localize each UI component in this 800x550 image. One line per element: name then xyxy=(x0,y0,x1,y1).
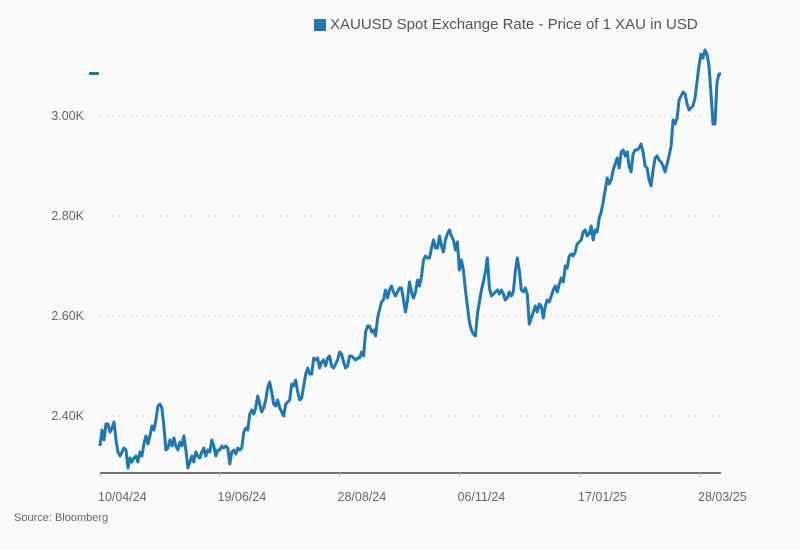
legend-label: XAUUSD Spot Exchange Rate - Price of 1 X… xyxy=(330,16,698,33)
y-tick-label: 2.80K xyxy=(51,209,84,223)
series-layer xyxy=(98,48,721,470)
x-tick-label: 10/04/24 xyxy=(98,490,147,504)
legend-marker-dash xyxy=(89,72,99,75)
x-axis-labels: 10/04/24 19/06/24 28/08/24 06/11/24 17/01/25… xyxy=(98,490,747,504)
x-tick-label: 06/11/24 xyxy=(458,490,506,504)
y-tick-label: 2.40K xyxy=(51,409,84,423)
legend-swatch xyxy=(314,18,326,31)
source-note: Source: Bloomberg xyxy=(14,512,109,524)
x-tick-label: 17/01/25 xyxy=(578,490,627,504)
y-tick-label: 3.00K xyxy=(51,109,84,123)
x-tick-label: 28/08/24 xyxy=(338,490,387,504)
gridlines xyxy=(100,115,721,417)
legend[interactable]: XAUUSD Spot Exchange Rate - Price of 1 X… xyxy=(314,16,698,33)
x-tick-label: 19/06/24 xyxy=(218,490,267,504)
y-axis-labels: 2.40K 2.60K 2.80K 3.00K xyxy=(51,109,84,423)
y-tick-label: 2.60K xyxy=(51,309,84,323)
series-line[interactable] xyxy=(98,48,721,470)
x-axis xyxy=(99,472,721,477)
x-tick-label: 28/03/25 xyxy=(698,490,747,504)
